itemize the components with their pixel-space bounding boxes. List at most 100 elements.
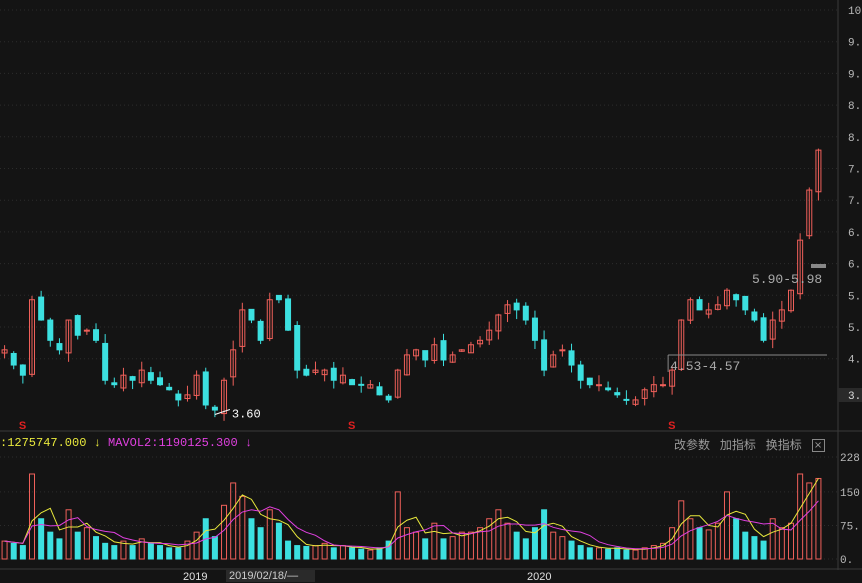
price-tick-label: 8. <box>848 101 861 113</box>
candle-body <box>19 364 26 376</box>
volume-bar <box>568 540 575 560</box>
volume-bar <box>211 536 218 560</box>
volume-bar <box>47 531 54 560</box>
volume-bar <box>760 540 767 560</box>
crosshair-date: 2019/02/18/— <box>226 570 315 582</box>
volume-bar <box>650 545 657 560</box>
candle-body <box>221 379 228 415</box>
candle-body <box>751 311 758 321</box>
x-tick-label: 2020 <box>527 571 552 583</box>
add-indicator-button[interactable]: 加指标 <box>719 438 756 452</box>
volume-bar <box>175 547 182 560</box>
candle-body <box>239 309 246 347</box>
candle-body <box>120 374 127 389</box>
candle-body <box>138 369 145 384</box>
volume-bar <box>266 509 273 560</box>
volume-bar <box>577 545 584 560</box>
volume-bar <box>550 531 557 560</box>
candle-body <box>742 295 749 311</box>
candle-body <box>577 364 584 381</box>
volume-bar <box>385 540 392 560</box>
price-tick-label: 9. <box>848 38 861 50</box>
candle-body <box>248 308 255 321</box>
candle-body <box>330 367 337 381</box>
candle-body <box>733 294 740 301</box>
price-tick-label: 6. <box>848 260 861 272</box>
candle-body <box>349 379 356 386</box>
arrow-down-icon: ↓ <box>93 436 101 450</box>
price-tick-label: 5. <box>848 323 861 335</box>
volume-bar <box>495 509 502 560</box>
volume-bar <box>367 549 374 560</box>
candle-body <box>486 329 493 341</box>
volume-bar <box>797 473 804 560</box>
volume-bar <box>769 518 776 560</box>
switch-indicator-button[interactable]: 换指标 <box>765 438 802 452</box>
volume-bar <box>65 509 72 560</box>
candle-body <box>202 371 209 406</box>
volume-bar <box>440 538 447 560</box>
candle-body <box>559 349 566 352</box>
volume-bar <box>431 522 438 560</box>
volume-bar <box>147 542 154 560</box>
volume-bar <box>751 536 758 560</box>
candle-body <box>294 325 301 371</box>
crosshair-price-label: 3. <box>848 391 861 403</box>
edit-params-button[interactable]: 改参数 <box>674 438 711 452</box>
mavol1-value: :1275747.000 <box>0 436 87 450</box>
candle-body <box>723 289 730 307</box>
candle-body <box>467 344 474 354</box>
volume-bar <box>321 542 328 560</box>
volume-bar <box>477 527 484 560</box>
candle-body <box>65 319 72 354</box>
range-label: 4.53-4.57 <box>670 359 740 374</box>
candle-body <box>495 314 502 332</box>
volume-bar <box>632 549 639 560</box>
volume-bar <box>193 531 200 560</box>
candle-body <box>806 189 813 237</box>
close-icon[interactable]: × <box>811 439 825 452</box>
candle-body <box>605 387 612 391</box>
candle-body <box>339 374 346 384</box>
candle-body <box>38 296 45 321</box>
candle-body <box>595 384 602 387</box>
candle-body <box>678 319 685 370</box>
volume-tick-label: 0. <box>840 555 853 567</box>
candles <box>1 148 822 421</box>
volume-bar <box>413 531 420 560</box>
candle-body <box>166 386 173 391</box>
candle-body <box>111 382 118 386</box>
volume-bar <box>38 518 45 560</box>
candle-body <box>477 339 484 345</box>
candle-body <box>230 349 237 378</box>
price-tick-label: 6. <box>848 228 861 240</box>
price-tick-label: 7. <box>848 165 861 177</box>
volume-tick-label: 75. <box>840 521 860 533</box>
candle-body <box>440 340 447 361</box>
candle-body <box>705 309 712 315</box>
volume-bar <box>230 482 237 560</box>
volume-ma-lines <box>4 478 819 550</box>
candle-body <box>29 299 36 375</box>
volume-bar <box>486 518 493 560</box>
volume-bar <box>458 531 465 560</box>
candle-body <box>504 304 511 314</box>
volume-bar <box>623 549 630 560</box>
volume-bar <box>714 522 721 560</box>
indicator-toolbar: 改参数 加指标 换指标 × <box>674 436 831 453</box>
candle-body <box>449 354 456 363</box>
volume-bar <box>614 547 621 560</box>
volume-bar <box>531 527 538 560</box>
volume-bar <box>248 518 255 560</box>
volume-bar <box>586 547 593 560</box>
volume-bar <box>595 547 602 560</box>
volume-bar <box>696 527 703 560</box>
volume-bar <box>522 538 529 560</box>
volume-bar <box>403 527 410 560</box>
mavol2-line <box>4 500 819 550</box>
volume-bar <box>467 531 474 560</box>
volume-bar <box>733 518 740 560</box>
crosshair-price-box <box>838 388 862 402</box>
price-tick-label: 4. <box>848 355 861 367</box>
